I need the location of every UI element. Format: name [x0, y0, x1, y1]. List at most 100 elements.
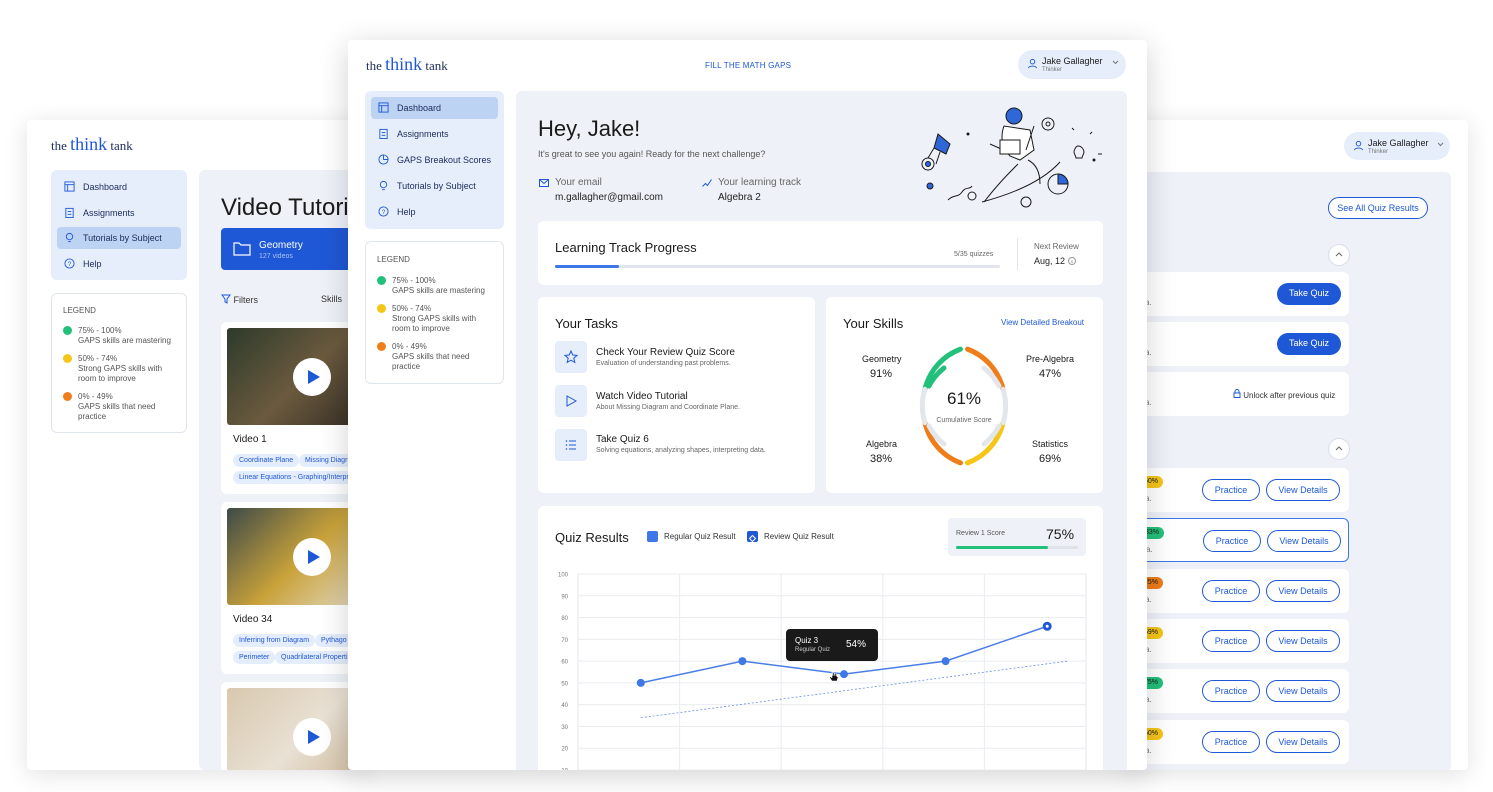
sidebar-item-help[interactable]: ? Help	[57, 253, 181, 275]
user-menu[interactable]: Jake Gallagher Thinker	[1344, 132, 1450, 160]
sidebar-item-label: Tutorials by Subject	[397, 181, 476, 191]
filters-button[interactable]: Filters	[221, 294, 258, 305]
sidebar-item-assignments[interactable]: Assignments	[371, 123, 498, 145]
folder-card-geometry[interactable]: Geometry 127 videos	[221, 228, 367, 270]
data-point	[738, 657, 747, 666]
dashboard-icon	[64, 181, 75, 192]
view-details-button[interactable]: View Details	[1266, 629, 1340, 652]
practice-button[interactable]: Practice	[1203, 530, 1261, 553]
play-icon[interactable]	[293, 358, 331, 396]
unlock-label: Unlock after previous quiz	[1243, 391, 1336, 400]
logo[interactable]: the think tank	[366, 54, 448, 75]
result-row: 69% a. Practice View Details	[1125, 618, 1349, 663]
lock-icon	[1233, 389, 1241, 398]
folder-count: 127 videos	[259, 253, 293, 260]
video-thumbnail[interactable]	[227, 508, 367, 605]
star-icon	[564, 350, 578, 364]
legend-review-label: Review Quiz Result	[764, 532, 834, 541]
sidebar-nav: Dashboard Assignments GAPS Breakout Scor…	[365, 91, 504, 229]
practice-button[interactable]: Practice	[1202, 730, 1260, 753]
view-details-button[interactable]: View Details	[1266, 579, 1340, 602]
video-card[interactable]: Video 34 Inferring from Diagram Pythago …	[221, 502, 367, 674]
skill-tag[interactable]: Linear Equations - Graphing/Interpre	[233, 471, 359, 484]
info-icon[interactable]	[1067, 257, 1076, 265]
video-card[interactable]: Video 1 Coordinate Plane Missing Diagr L…	[221, 322, 367, 494]
take-quiz-button[interactable]: Take Quiz	[1277, 283, 1341, 305]
review-score-label: Review 1 Score	[956, 530, 1006, 537]
skill-value: 47%	[1039, 368, 1062, 380]
task-icon-box	[555, 385, 587, 417]
sidebar-item-label: Assignments	[397, 129, 449, 139]
play-icon[interactable]	[293, 718, 331, 756]
legend-dot-orange	[377, 342, 386, 351]
sidebar-item-assignments[interactable]: Assignments	[57, 202, 181, 224]
task-title[interactable]: Take Quiz 6	[596, 434, 649, 445]
collapse-icon[interactable]	[1328, 438, 1350, 460]
play-icon[interactable]	[293, 538, 331, 576]
quiz-row: a.	[1125, 372, 1349, 416]
legend-title: LEGEND	[63, 306, 96, 315]
sidebar-item-tutorials[interactable]: Tutorials by Subject	[371, 175, 498, 197]
collapse-icon[interactable]	[1328, 244, 1350, 266]
dashboard-icon	[378, 102, 389, 113]
task-desc: Solving equations, analyzing shapes, int…	[596, 447, 766, 454]
cumulative-score-value: 61%	[946, 389, 982, 408]
tooltip-title: Quiz 3	[795, 636, 819, 645]
view-details-button[interactable]: View Details	[1266, 730, 1340, 753]
see-all-quiz-results-button[interactable]: See All Quiz Results	[1328, 197, 1428, 219]
video-thumbnail[interactable]	[227, 688, 367, 770]
chevron-down-icon	[1112, 60, 1119, 65]
video-thumbnail[interactable]	[227, 328, 367, 425]
fill-math-gaps-link[interactable]: FILL THE MATH GAPS	[705, 61, 792, 70]
sidebar-item-dashboard[interactable]: Dashboard	[57, 176, 181, 198]
view-details-button[interactable]: View Details	[1266, 680, 1340, 703]
logo[interactable]: the think tank	[51, 134, 133, 155]
skills-filter[interactable]: Skills	[321, 294, 343, 304]
legend-range: 0% - 49%	[392, 342, 427, 351]
logo-main: think	[70, 134, 108, 154]
sidebar-item-dashboard[interactable]: Dashboard	[371, 97, 498, 119]
practice-button[interactable]: Practice	[1202, 680, 1260, 703]
sidebar-item-label: GAPS Breakout Scores	[397, 155, 492, 165]
sidebar-item-gaps-breakout[interactable]: GAPS Breakout Scores	[371, 149, 498, 171]
user-menu[interactable]: Jake Gallagher Thinker	[1018, 50, 1126, 79]
task-desc: Evaluation of understanding past problem…	[596, 360, 731, 367]
practice-button[interactable]: Practice	[1202, 579, 1260, 602]
skill-tag[interactable]: Missing Diagr	[299, 454, 354, 467]
divider	[1017, 238, 1018, 270]
email-value: m.gallagher@gmail.com	[555, 192, 663, 203]
list-icon	[565, 440, 576, 450]
view-detailed-breakout-link[interactable]: View Detailed Breakout	[1001, 318, 1085, 327]
email-label: Your email	[555, 177, 602, 188]
sidebar-item-label: Tutorials by Subject	[83, 233, 162, 243]
y-tick-label: 40	[561, 703, 568, 709]
user-name: Jake Gallagher	[1368, 138, 1429, 148]
skill-tag[interactable]: Coordinate Plane	[233, 454, 300, 467]
view-details-button[interactable]: View Details	[1266, 479, 1340, 501]
row-caption: a.	[1145, 398, 1152, 407]
trend-icon	[702, 179, 712, 187]
unlock-note: Unlock after previous quiz	[1233, 389, 1335, 400]
sidebar-item-tutorials[interactable]: Tutorials by Subject	[57, 227, 181, 249]
video-card[interactable]	[221, 682, 367, 770]
legend-dot-orange	[63, 392, 72, 401]
y-tick-label: 20	[561, 747, 568, 753]
task-title[interactable]: Check Your Review Quiz Score	[596, 347, 735, 358]
sidebar-item-help[interactable]: ? Help	[371, 201, 498, 223]
take-quiz-button[interactable]: Take Quiz	[1277, 333, 1341, 355]
practice-button[interactable]: Practice	[1202, 629, 1260, 652]
video-title: Video 34	[233, 614, 273, 625]
legend-dot-green	[377, 276, 386, 285]
help-icon: ?	[378, 206, 389, 217]
y-tick-label: 70	[561, 638, 568, 644]
skill-tag[interactable]: Pythago	[315, 634, 353, 647]
practice-button[interactable]: Practice	[1202, 479, 1260, 501]
legend-range: 0% - 49%	[78, 392, 113, 401]
view-details-button[interactable]: View Details	[1267, 530, 1341, 553]
skill-tag[interactable]: Inferring from Diagram	[233, 634, 316, 647]
task-title[interactable]: Watch Video Tutorial	[596, 391, 688, 402]
skill-tag[interactable]: Quadrilateral Properti	[275, 651, 354, 664]
skill-tag[interactable]: Perimeter	[233, 651, 276, 664]
sidebar-nav: Dashboard Assignments Tutorials by Subje…	[51, 170, 187, 280]
legend-dot-green	[63, 326, 72, 335]
